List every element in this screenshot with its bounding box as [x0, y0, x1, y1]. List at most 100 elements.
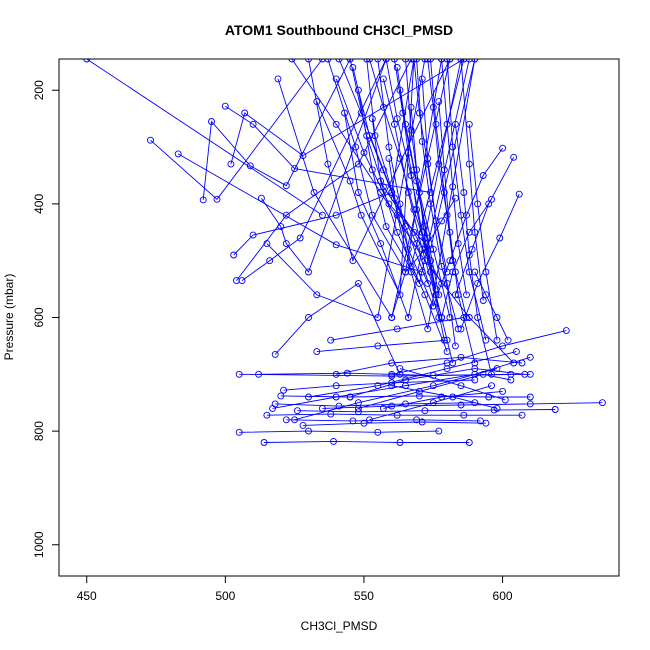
data-point — [374, 428, 382, 436]
data-point — [368, 115, 376, 123]
data-point — [499, 387, 507, 395]
data-point — [305, 393, 312, 401]
data-point — [504, 336, 512, 344]
data-point — [377, 177, 385, 185]
data-point — [427, 59, 434, 63]
data-point — [454, 291, 462, 299]
data-point — [454, 325, 462, 333]
data-point — [415, 387, 423, 395]
data-point — [465, 160, 473, 168]
data-point — [402, 400, 409, 408]
data-point — [280, 386, 288, 394]
data-point — [249, 231, 257, 239]
data-point — [318, 211, 326, 219]
data-point — [479, 297, 487, 304]
data-point — [435, 314, 443, 321]
data-point — [427, 257, 434, 265]
data-point — [335, 59, 343, 63]
series-line — [86, 59, 323, 216]
series-line — [430, 59, 467, 318]
data-point — [438, 279, 446, 287]
series-line — [460, 59, 484, 301]
data-point — [335, 402, 343, 410]
data-point — [451, 120, 459, 128]
data-point — [421, 407, 429, 415]
data-point — [413, 240, 421, 248]
data-point — [440, 166, 448, 174]
data-point — [429, 399, 437, 407]
data-point — [440, 189, 448, 196]
data-point — [393, 115, 401, 123]
data-point — [332, 370, 340, 378]
data-point — [354, 404, 362, 412]
plot-frame — [58, 58, 620, 577]
data-point — [388, 372, 396, 380]
series-line — [382, 78, 443, 318]
y-tick-label: 600 — [32, 307, 46, 327]
data-point — [379, 166, 387, 174]
y-tick-label: 1000 — [32, 531, 46, 558]
data-point — [382, 59, 390, 63]
data-point — [457, 382, 465, 390]
data-point — [427, 189, 434, 196]
series-line — [413, 59, 448, 273]
x-tick-label: 450 — [77, 589, 97, 603]
data-point — [263, 411, 271, 419]
data-point — [460, 314, 468, 321]
data-point — [421, 59, 429, 63]
data-point — [282, 182, 290, 190]
data-point — [266, 257, 274, 265]
data-point — [418, 245, 426, 253]
data-point — [424, 234, 432, 242]
data-point — [427, 268, 434, 276]
data-point — [413, 59, 421, 63]
data-point — [424, 160, 432, 168]
data-point — [443, 279, 451, 287]
data-point — [474, 314, 482, 321]
data-point — [379, 404, 387, 412]
data-point — [415, 392, 423, 400]
data-point — [390, 194, 398, 202]
series-line — [239, 430, 439, 433]
data-point — [460, 59, 468, 63]
data-point — [332, 211, 340, 219]
data-point — [449, 143, 457, 151]
data-point — [313, 291, 321, 299]
data-point — [443, 268, 451, 276]
data-point — [368, 166, 376, 174]
plot-lines — [86, 59, 603, 443]
y-tick-label: 400 — [32, 194, 46, 214]
data-point — [371, 132, 379, 140]
data-point — [147, 136, 154, 144]
data-point — [413, 166, 421, 174]
data-point — [421, 234, 429, 242]
data-point — [363, 132, 371, 140]
data-point — [415, 279, 423, 287]
data-point — [291, 165, 299, 173]
data-point — [501, 396, 509, 404]
data-point — [388, 379, 396, 387]
data-point — [438, 393, 446, 401]
data-point — [388, 314, 396, 321]
data-point — [208, 118, 215, 125]
data-point — [282, 240, 290, 248]
data-point — [404, 245, 412, 253]
data-point — [424, 325, 432, 333]
data-point — [332, 75, 340, 83]
data-point — [482, 336, 490, 344]
data-point — [305, 59, 312, 63]
series-line — [474, 271, 509, 341]
data-point — [288, 59, 296, 63]
series-line — [335, 59, 476, 251]
data-point — [332, 241, 340, 249]
data-point — [435, 160, 443, 168]
series-line — [441, 199, 492, 318]
data-point — [493, 404, 501, 412]
data-point — [396, 365, 404, 373]
data-point — [402, 268, 409, 276]
series-line — [369, 59, 431, 261]
data-point — [429, 371, 437, 379]
data-point — [293, 407, 301, 415]
data-point — [465, 59, 473, 63]
